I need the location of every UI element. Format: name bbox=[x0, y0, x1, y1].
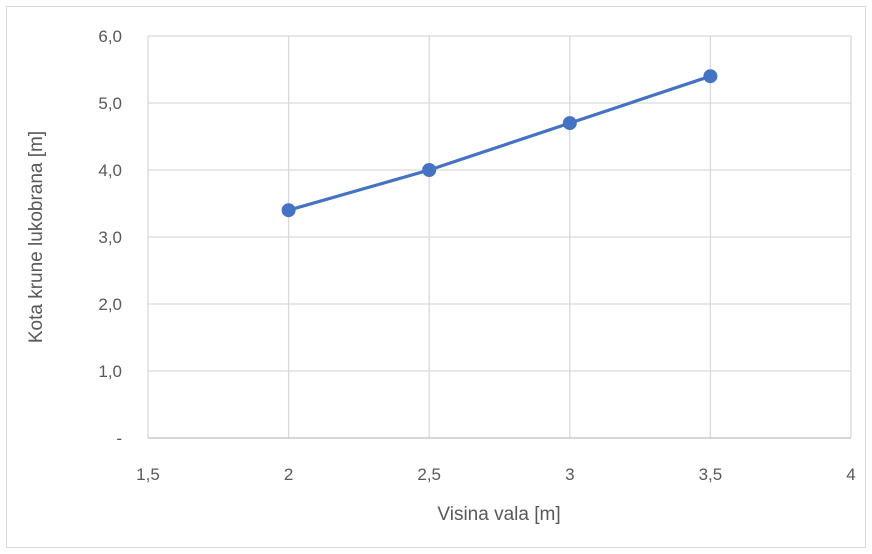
y-axis-title: Kota krune lukobrana [m] bbox=[26, 131, 47, 343]
y-tick-label: 2,0 bbox=[98, 295, 122, 314]
data-point-marker bbox=[422, 163, 437, 177]
label-layer: - 1,0 2,0 3,0 4,0 5,0 6,0 1,5 2 2,5 3 3,5 4 bbox=[98, 27, 855, 484]
x-tick-label: 2 bbox=[284, 465, 293, 484]
x-tick-label: 4 bbox=[846, 465, 855, 484]
x-tick-label: 3,5 bbox=[699, 465, 723, 484]
y-tick-label: 1,0 bbox=[98, 362, 122, 381]
chart-frame bbox=[6, 6, 866, 548]
y-tick-label: 4,0 bbox=[98, 161, 122, 180]
grid-layer bbox=[147, 35, 852, 438]
x-tick-label: 1,5 bbox=[136, 465, 160, 484]
y-tick-label: - bbox=[116, 429, 122, 448]
y-tick-label: 3,0 bbox=[98, 228, 122, 247]
y-tick-label: 5,0 bbox=[98, 94, 122, 113]
data-point-marker bbox=[703, 69, 718, 84]
x-axis-title: Visina vala [m] bbox=[437, 504, 560, 525]
x-tick-label: 2,5 bbox=[417, 465, 441, 484]
data-point-marker bbox=[562, 116, 577, 131]
series-layer bbox=[281, 69, 718, 218]
y-tick-label: 6,0 bbox=[98, 27, 122, 46]
data-point-marker bbox=[281, 203, 296, 218]
series-line bbox=[287, 74, 713, 212]
x-tick-label: 3 bbox=[565, 465, 574, 484]
